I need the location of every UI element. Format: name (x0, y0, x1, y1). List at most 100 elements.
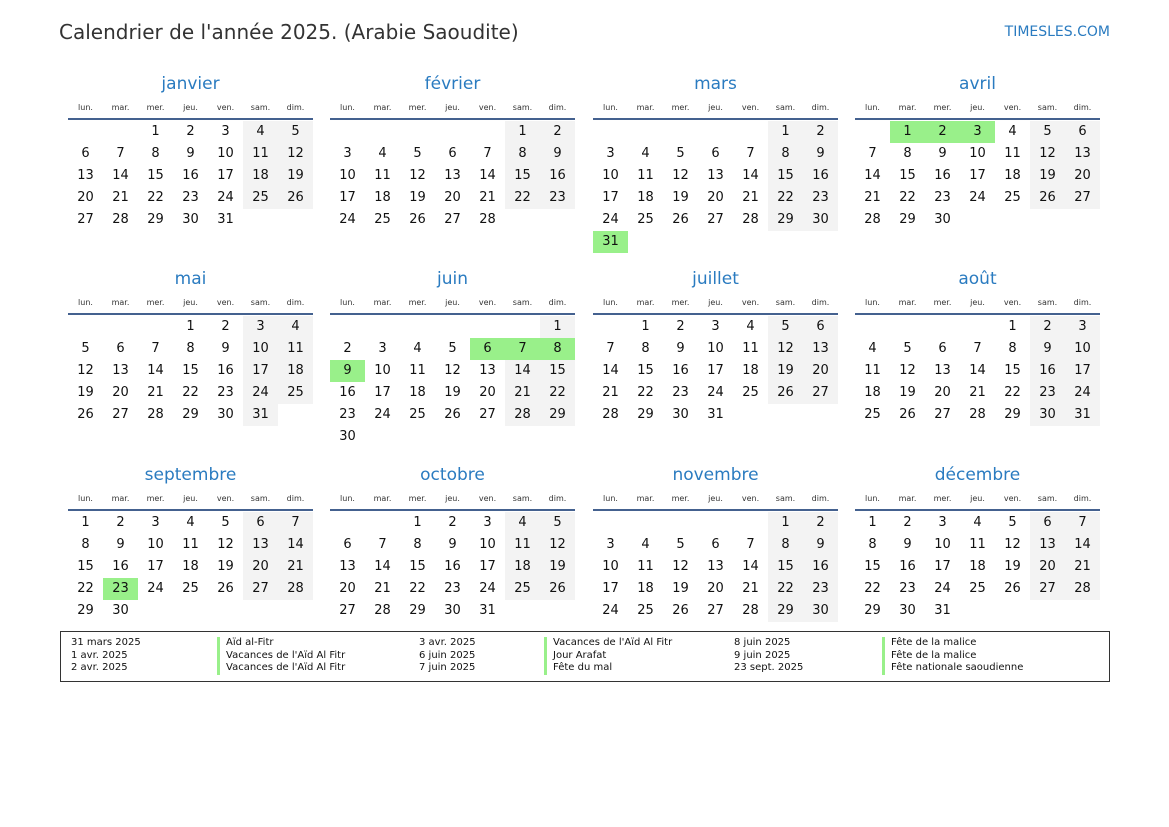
day-cell[interactable]: 8 (186, 341, 195, 356)
day-cell[interactable]: 9 (803, 143, 838, 165)
day-cell[interactable]: 1 (413, 515, 422, 530)
holiday-day[interactable]: 23 (103, 578, 138, 600)
day-cell[interactable]: 12 (444, 363, 461, 378)
day-cell[interactable]: 28 (505, 404, 540, 426)
day-cell[interactable]: 8 (868, 537, 877, 552)
day-cell[interactable]: 11 (742, 341, 759, 356)
day-cell[interactable]: 19 (768, 360, 803, 382)
day-cell[interactable]: 18 (1004, 168, 1021, 183)
day-cell[interactable]: 24 (147, 581, 164, 596)
day-cell[interactable]: 22 (505, 187, 540, 209)
day-cell[interactable]: 26 (217, 581, 234, 596)
day-cell[interactable]: 24 (374, 407, 391, 422)
day-cell[interactable]: 11 (243, 143, 278, 165)
day-cell[interactable]: 23 (803, 187, 838, 209)
day-cell[interactable]: 28 (147, 407, 164, 422)
day-cell[interactable]: 22 (77, 581, 94, 596)
day-cell[interactable]: 14 (374, 559, 391, 574)
day-cell[interactable]: 21 (602, 385, 619, 400)
day-cell[interactable]: 25 (243, 187, 278, 209)
day-cell[interactable]: 23 (672, 385, 689, 400)
day-cell[interactable]: 24 (217, 190, 234, 205)
day-cell[interactable]: 23 (1030, 382, 1065, 404)
day-cell[interactable]: 8 (641, 341, 650, 356)
day-cell[interactable]: 11 (409, 363, 426, 378)
day-cell[interactable]: 10 (147, 537, 164, 552)
day-cell[interactable]: 30 (803, 600, 838, 622)
day-cell[interactable]: 25 (742, 385, 759, 400)
day-cell[interactable]: 3 (606, 537, 615, 552)
day-cell[interactable]: 29 (409, 603, 426, 618)
holiday-day[interactable]: 7 (505, 338, 540, 360)
day-cell[interactable]: 10 (602, 168, 619, 183)
day-cell[interactable]: 20 (77, 190, 94, 205)
day-cell[interactable]: 24 (602, 603, 619, 618)
day-cell[interactable]: 19 (672, 581, 689, 596)
day-cell[interactable]: 6 (1030, 512, 1065, 534)
day-cell[interactable]: 28 (742, 212, 759, 227)
day-cell[interactable]: 30 (182, 212, 199, 227)
day-cell[interactable]: 22 (182, 385, 199, 400)
holiday-day[interactable]: 1 (890, 121, 925, 143)
day-cell[interactable]: 24 (969, 190, 986, 205)
day-cell[interactable]: 9 (448, 537, 457, 552)
day-cell[interactable]: 14 (969, 363, 986, 378)
day-cell[interactable]: 10 (934, 537, 951, 552)
day-cell[interactable]: 9 (903, 537, 912, 552)
day-cell[interactable]: 31 (1065, 404, 1100, 426)
day-cell[interactable]: 4 (641, 146, 650, 161)
day-cell[interactable]: 30 (672, 407, 689, 422)
day-cell[interactable]: 28 (602, 407, 619, 422)
day-cell[interactable]: 17 (339, 190, 356, 205)
day-cell[interactable]: 11 (969, 537, 986, 552)
day-cell[interactable]: 27 (707, 212, 724, 227)
day-cell[interactable]: 15 (540, 360, 575, 382)
day-cell[interactable]: 20 (243, 556, 278, 578)
day-cell[interactable]: 10 (243, 338, 278, 360)
day-cell[interactable]: 12 (1004, 537, 1021, 552)
day-cell[interactable]: 20 (707, 190, 724, 205)
day-cell[interactable]: 29 (637, 407, 654, 422)
day-cell[interactable]: 26 (409, 212, 426, 227)
day-cell[interactable]: 2 (676, 319, 685, 334)
day-cell[interactable]: 20 (707, 581, 724, 596)
day-cell[interactable]: 26 (1004, 581, 1021, 596)
day-cell[interactable]: 4 (1008, 124, 1017, 139)
day-cell[interactable]: 18 (742, 363, 759, 378)
day-cell[interactable]: 6 (448, 146, 457, 161)
day-cell[interactable]: 28 (112, 212, 129, 227)
day-cell[interactable]: 31 (707, 407, 724, 422)
day-cell[interactable]: 4 (243, 121, 278, 143)
day-cell[interactable]: 7 (278, 512, 313, 534)
day-cell[interactable]: 2 (1030, 316, 1065, 338)
day-cell[interactable]: 6 (116, 341, 125, 356)
day-cell[interactable]: 21 (969, 385, 986, 400)
day-cell[interactable]: 16 (672, 363, 689, 378)
day-cell[interactable]: 14 (602, 363, 619, 378)
day-cell[interactable]: 22 (637, 385, 654, 400)
day-cell[interactable]: 1 (540, 316, 575, 338)
day-cell[interactable]: 7 (483, 146, 492, 161)
day-cell[interactable]: 4 (186, 515, 195, 530)
day-cell[interactable]: 22 (768, 187, 803, 209)
day-cell[interactable]: 19 (672, 190, 689, 205)
day-cell[interactable]: 4 (413, 341, 422, 356)
day-cell[interactable]: 9 (676, 341, 685, 356)
day-cell[interactable]: 14 (112, 168, 129, 183)
day-cell[interactable]: 3 (1065, 316, 1100, 338)
site-link[interactable]: TIMESLES.COM (1004, 24, 1110, 40)
day-cell[interactable]: 13 (934, 363, 951, 378)
day-cell[interactable]: 21 (479, 190, 496, 205)
day-cell[interactable]: 11 (182, 537, 199, 552)
day-cell[interactable]: 26 (899, 407, 916, 422)
day-cell[interactable]: 4 (746, 319, 755, 334)
day-cell[interactable]: 16 (339, 385, 356, 400)
day-cell[interactable]: 28 (742, 603, 759, 618)
day-cell[interactable]: 7 (378, 537, 387, 552)
day-cell[interactable]: 31 (217, 212, 234, 227)
day-cell[interactable]: 9 (221, 341, 230, 356)
day-cell[interactable]: 3 (243, 316, 278, 338)
day-cell[interactable]: 2 (803, 121, 838, 143)
day-cell[interactable]: 25 (864, 407, 881, 422)
day-cell[interactable]: 18 (278, 360, 313, 382)
